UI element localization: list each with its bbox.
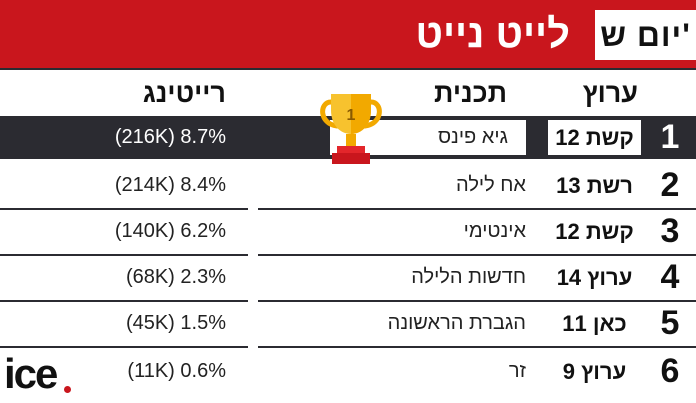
logo-dot (64, 386, 71, 393)
ice-logo: ice (4, 350, 71, 398)
rating-value: (216K) 8.7% (114, 126, 226, 148)
title-banner (0, 0, 696, 68)
row-divider (258, 254, 696, 256)
table-row: (140K) 6.2% אינטימי קשת 12 3 (0, 210, 696, 253)
divider (0, 68, 696, 70)
rating-value: (45K) 1.5% (125, 312, 226, 334)
rating-cell: (45K) 1.5% (0, 302, 248, 345)
row-divider (258, 208, 696, 210)
channel-name: כאן 11 (562, 310, 627, 336)
channel-cell: קשת 12 (548, 120, 641, 155)
rank-cell: 6 (644, 350, 696, 393)
rating-value: (140K) 6.2% (114, 220, 226, 242)
row-divider (0, 346, 248, 348)
rating-cell: (214K) 8.4% (0, 164, 248, 207)
channel-cell: קשת 12 (548, 210, 641, 253)
row-divider (0, 300, 248, 302)
rank-number: 5 (660, 304, 680, 342)
day-label: יום ש' (600, 16, 691, 53)
rank-number: 2 (660, 166, 680, 204)
show-cell: חדשות הלילה (256, 256, 526, 299)
channel-cell: רשת 13 (548, 164, 641, 207)
column-header-show: תכנית (434, 78, 507, 108)
rating-cell: (68K) 2.3% (0, 256, 248, 299)
rank-number: 3 (660, 212, 680, 250)
trophy-label: 1 (347, 107, 356, 124)
rank-number: 4 (660, 258, 680, 296)
column-header-channel: ערוץ (582, 78, 638, 108)
table-row: (68K) 2.3% חדשות הלילה ערוץ 14 4 (0, 256, 696, 299)
show-cell: אח לילה (256, 164, 526, 207)
row-divider (0, 254, 248, 256)
rank-number: 1 (660, 118, 680, 156)
rating-cell: (216K) 8.7% (0, 116, 248, 159)
rank-number: 6 (660, 352, 680, 390)
rank-cell: 5 (644, 302, 696, 345)
table-row: (45K) 1.5% הגברת הראשונה כאן 11 5 (0, 302, 696, 345)
show-name: זר (508, 360, 526, 382)
show-cell: הגברת הראשונה (256, 302, 526, 345)
rating-value: (68K) 2.3% (125, 266, 226, 288)
rank-cell: 3 (644, 210, 696, 253)
rating-value: (214K) 8.4% (114, 174, 226, 196)
show-name: אינטימי (463, 220, 526, 242)
rank-cell: 1 (644, 116, 696, 159)
show-cell: אינטימי (256, 210, 526, 253)
table-row: (11K) 0.6% זר ערוץ 9 6 (0, 350, 696, 393)
channel-name: ערוץ 9 (562, 358, 627, 384)
row-divider (258, 300, 696, 302)
rank-cell: 2 (644, 164, 696, 207)
ice-logo-text: ice (4, 350, 58, 397)
show-name: חדשות הלילה (411, 266, 526, 288)
row-divider (0, 208, 248, 210)
show-name: הגברת הראשונה (387, 312, 526, 334)
show-cell: זר (256, 350, 526, 393)
row-divider (258, 346, 696, 348)
channel-cell: ערוץ 9 (548, 350, 641, 393)
channel-name: רשת 13 (556, 172, 633, 198)
rank-cell: 4 (644, 256, 696, 299)
show-name: גיא פינס (437, 126, 508, 148)
rating-cell: (140K) 6.2% (0, 210, 248, 253)
channel-name: קשת 12 (555, 218, 634, 244)
program-title: לייט נייט (415, 8, 570, 60)
channel-cell: ערוץ 14 (548, 256, 641, 299)
channel-name: קשת 12 (555, 124, 634, 150)
show-name: אח לילה (456, 174, 526, 196)
day-label-box: יום ש' (595, 10, 696, 60)
rating-value: (11K) 0.6% (127, 360, 226, 382)
trophy-icon: 1 (320, 94, 382, 164)
table-row: (214K) 8.4% אח לילה רשת 13 2 (0, 164, 696, 207)
program-title-text: לייט נייט (415, 11, 570, 56)
channel-cell: כאן 11 (548, 302, 641, 345)
channel-name: ערוץ 14 (556, 264, 633, 290)
column-header-rating: רייטינג (142, 78, 226, 108)
rating-cell: (11K) 0.6% (0, 350, 248, 393)
